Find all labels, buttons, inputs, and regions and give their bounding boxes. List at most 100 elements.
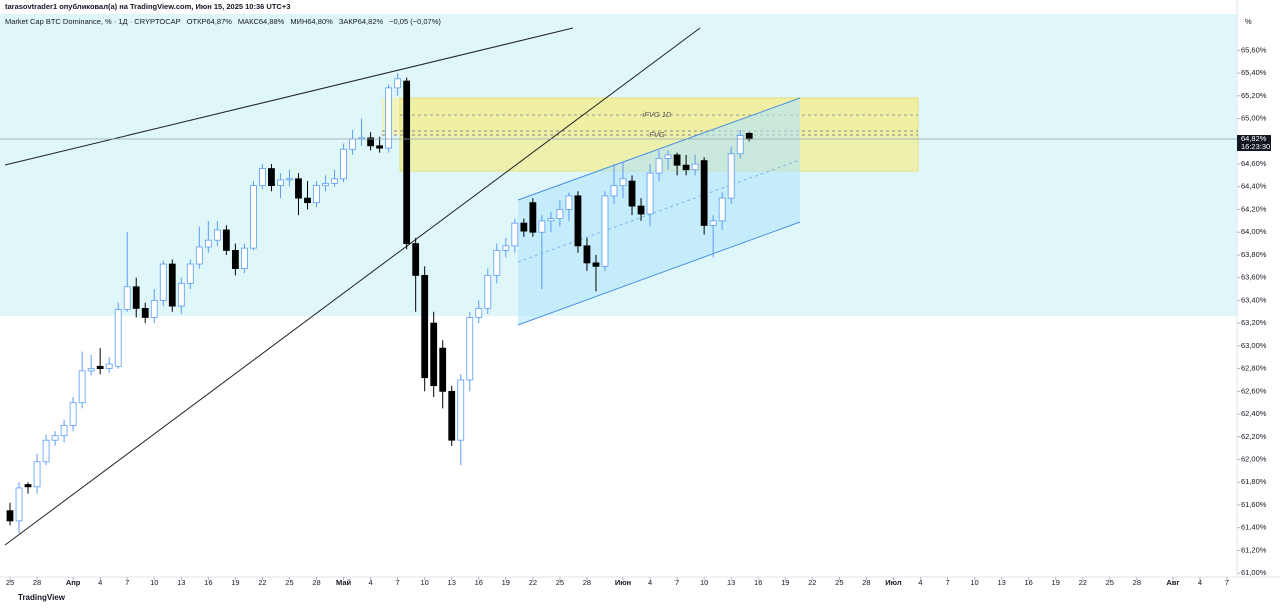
candle-body xyxy=(592,262,600,267)
y-tick-label: 61,40% xyxy=(1241,523,1267,532)
candle-body xyxy=(718,197,726,222)
candle-body xyxy=(132,286,140,309)
x-tick-label: 16 xyxy=(475,578,483,587)
trend-line xyxy=(4,27,701,546)
x-tick-label: 19 xyxy=(231,578,239,587)
candle-body xyxy=(403,80,411,244)
candle-body xyxy=(682,164,690,171)
candle-body xyxy=(313,185,320,204)
x-tick-label: Авг xyxy=(1166,578,1179,587)
x-tick-label: 28 xyxy=(1133,578,1141,587)
candle-body xyxy=(502,245,510,251)
candle-body xyxy=(96,365,104,370)
candle-body xyxy=(213,229,221,241)
legend-item: ОТКР64,87% xyxy=(187,17,233,26)
last-price-box xyxy=(1237,135,1271,152)
candle-body xyxy=(376,145,384,149)
annotation: iFVG 1D xyxy=(643,110,672,119)
candle-body xyxy=(304,197,311,204)
candle-body xyxy=(619,178,627,187)
candle-body xyxy=(520,222,528,232)
x-tick-label: 4 xyxy=(98,578,102,587)
y-tick-label: 65,60% xyxy=(1241,45,1267,54)
x-tick-label: 25 xyxy=(285,578,293,587)
channel-line xyxy=(517,97,801,201)
x-tick-label: 13 xyxy=(448,578,456,587)
candle-body xyxy=(745,132,753,140)
x-tick-label: 4 xyxy=(648,578,652,587)
x-tick-label: 22 xyxy=(258,578,266,587)
candle-body xyxy=(736,135,744,155)
y-tick-label: 63,60% xyxy=(1241,273,1267,282)
y-unit: % xyxy=(1245,17,1252,26)
y-tick-label: 62,00% xyxy=(1241,455,1267,464)
candle-body xyxy=(448,390,456,441)
candle-body xyxy=(466,317,474,381)
candle-body xyxy=(556,209,564,219)
candle-body xyxy=(547,218,555,222)
x-tick-label: 13 xyxy=(727,578,735,587)
candle-body xyxy=(60,425,68,437)
annotation: FVG xyxy=(649,130,665,139)
x-tick-label: Июн xyxy=(615,578,631,587)
candle-body xyxy=(141,307,149,318)
x-tick-label: 19 xyxy=(781,578,789,587)
candle-body xyxy=(709,220,717,226)
candle-body xyxy=(529,202,537,233)
y-tick-label: 65,40% xyxy=(1241,68,1267,77)
candle-body xyxy=(385,87,393,149)
candle-body xyxy=(394,78,402,89)
x-tick-label: 7 xyxy=(675,578,679,587)
x-tick-label: Май xyxy=(336,578,352,587)
legend-item: МИН64,80% xyxy=(290,17,333,26)
legend: Market Cap BTC Dominance, % · 1Д · CRYPT… xyxy=(5,17,441,26)
y-tick-label: 62,80% xyxy=(1241,364,1267,373)
candle-body xyxy=(195,246,203,265)
x-tick-label: 4 xyxy=(1198,578,1202,587)
candle-body xyxy=(231,250,239,269)
x-tick-label: 28 xyxy=(312,578,320,587)
x-tick-label: 7 xyxy=(1225,578,1229,587)
x-tick-label: 10 xyxy=(700,578,708,587)
last-price-label: 64,82% xyxy=(1241,134,1267,143)
candle-body xyxy=(439,347,447,392)
candle-body xyxy=(601,195,609,267)
x-tick-label: Апр xyxy=(66,578,81,587)
y-tick-label: 64,00% xyxy=(1241,227,1267,236)
candle-body xyxy=(493,250,501,276)
x-tick-label: 22 xyxy=(529,578,537,587)
y-tick-label: 61,20% xyxy=(1241,545,1267,554)
candle-body xyxy=(646,172,654,215)
candle-body xyxy=(583,245,591,264)
candle-body xyxy=(664,154,672,159)
y-tick-label: 61,80% xyxy=(1241,477,1267,486)
candle-body xyxy=(33,461,41,488)
candle-body xyxy=(159,263,167,301)
candle-body xyxy=(322,182,329,187)
x-tick-label: 4 xyxy=(369,578,373,587)
candle-body xyxy=(637,205,645,215)
candle-body xyxy=(673,154,681,166)
legend-item: −0,05 (−0,07%) xyxy=(389,17,441,26)
y-tick-label: 64,20% xyxy=(1241,204,1267,213)
x-tick-label: 28 xyxy=(33,578,41,587)
candle-body xyxy=(655,157,663,174)
candle-body xyxy=(367,137,374,147)
candle-body xyxy=(430,322,438,387)
candle-body xyxy=(574,195,582,247)
legend-item: МАКС64,88% xyxy=(238,17,285,26)
channel-mid xyxy=(517,159,801,263)
x-tick-label: 19 xyxy=(1052,578,1060,587)
x-tick-label: 16 xyxy=(1024,578,1032,587)
header: tarasovtrader1 опубликовал(а) на Trading… xyxy=(5,2,290,11)
y-tick-label: 63,40% xyxy=(1241,295,1267,304)
y-tick-label: 61,60% xyxy=(1241,500,1267,509)
candle-body xyxy=(538,220,546,233)
candle-body xyxy=(105,363,113,370)
candle-body xyxy=(610,185,618,197)
x-tick-label: 7 xyxy=(125,578,129,587)
candle-body xyxy=(340,148,347,180)
y-tick-label: 62,40% xyxy=(1241,409,1267,418)
y-tick-label: 62,60% xyxy=(1241,386,1267,395)
